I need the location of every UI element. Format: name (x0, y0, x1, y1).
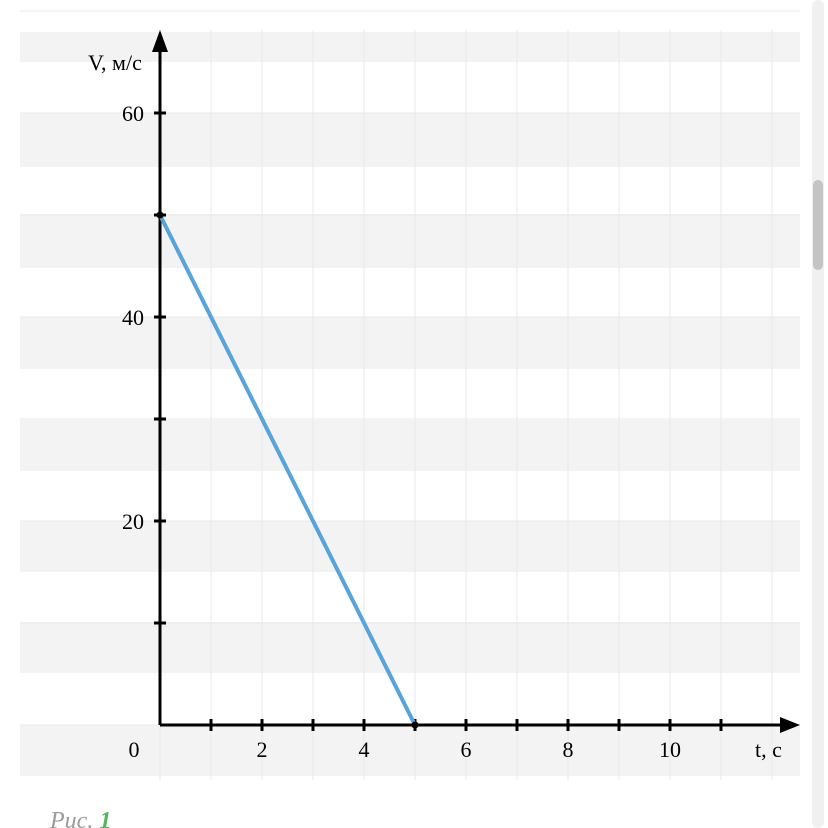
svg-text:0: 0 (129, 737, 140, 762)
svg-text:6: 6 (461, 737, 472, 762)
page-root: 20 40 60 2 4 6 8 10 0 V, м/с t, с Рис. 1 (0, 0, 828, 828)
svg-text:10: 10 (659, 737, 681, 762)
scrollbar-thumb[interactable] (813, 180, 823, 270)
svg-text:40: 40 (122, 305, 144, 330)
svg-text:t, с: t, с (755, 737, 782, 762)
caption-prefix: Рис. (50, 808, 93, 828)
svg-text:V, м/с: V, м/с (88, 50, 142, 75)
figure-caption: Рис. 1 (50, 808, 111, 828)
svg-text:20: 20 (122, 509, 144, 534)
scrollbar-track[interactable] (812, 0, 824, 828)
caption-number: 1 (99, 808, 111, 828)
svg-text:2: 2 (257, 737, 268, 762)
svg-text:8: 8 (563, 737, 574, 762)
velocity-time-chart: 20 40 60 2 4 6 8 10 0 V, м/с t, с (0, 0, 800, 800)
svg-text:60: 60 (122, 101, 144, 126)
svg-text:4: 4 (359, 737, 370, 762)
